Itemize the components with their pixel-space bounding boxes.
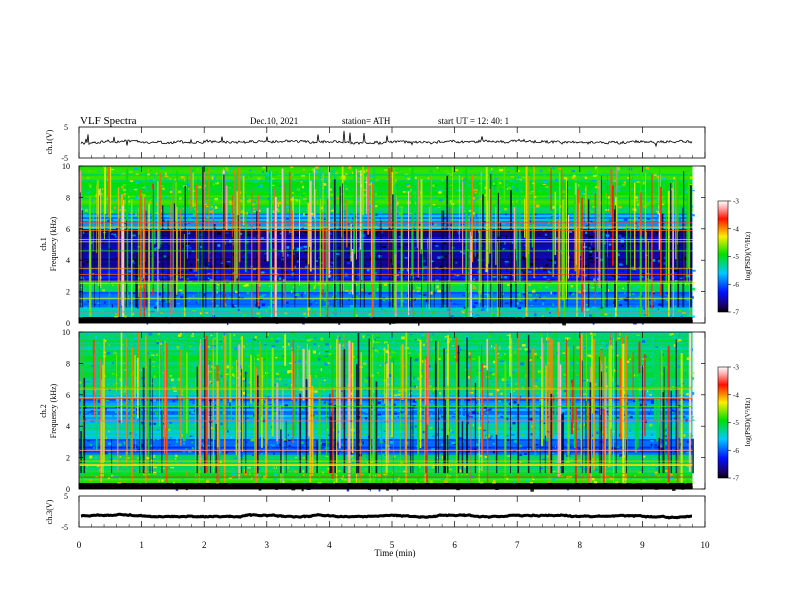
x-axis-label: Time (min) [375,548,416,558]
ch1-spectrogram-panel: 0 2 4 6 8 10 ch.1 Frequency (kHz) [39,162,706,328]
ch1-spec-ytick-8: 8 [66,193,70,202]
ch2-spec-ylabel-line2: Frequency (kHz) [49,383,58,438]
time-tick-label-9: 9 [640,540,645,550]
ch1-spec-ylabel-line2: Frequency (kHz) [49,216,58,271]
ch2-colorbar-gradient [717,366,729,479]
ch1-yticks: 0 2 4 6 8 10 [62,162,705,328]
ch1-spec-ytick-0: 0 [66,319,70,328]
ch2-spec-ytick-6: 6 [66,391,70,400]
ch1-waveform-panel: 5 -5 ch.1(V) [45,123,706,163]
date-label: Dec.10, 2021 [250,116,298,126]
ch2-colorbar: -3 -4 -5 -6 -7 log(PSD)(V²/Hz) [717,364,752,483]
ch2-spectrogram [79,332,695,492]
time-tick-label-4: 4 [327,540,332,550]
time-tick-label-7: 7 [515,540,520,550]
ch1-spec-ytick-2: 2 [66,288,70,297]
time-tick-label-6: 6 [452,540,457,550]
time-tick-label-10: 10 [701,540,711,550]
ch1-ytick-top: 5 [64,123,68,132]
ch1-colorbar-label--3: -3 [733,198,739,206]
time-tick-label-5: 5 [390,540,395,550]
time-tick-label-8: 8 [578,540,583,550]
ch3-ylabel: ch.3(V) [45,499,54,524]
time-tick-label-0: 0 [77,540,82,550]
time-tick-labels: 0 1 2 3 4 5 6 7 8 9 10 [77,540,710,550]
ch2-spec-ylabel-line1: ch.2 [39,404,48,418]
ch1-colorbar-label--4: -4 [733,225,739,233]
ch3-waveform-panel: 5 -5 ch.3(V) [45,492,706,532]
ch2-spec-ytick-2: 2 [66,454,70,463]
start-time-label: start UT = 12: 40: 1 [438,116,509,126]
station-label: station= ATH [342,116,391,126]
time-ticks [78,127,706,527]
ch1-colorbar: -3 -4 -5 -6 -7 log(PSD)(V²/Hz) [717,198,752,317]
ch1-ytick-bottom: -5 [61,154,68,163]
ch2-colorbar-label--4: -4 [733,391,739,399]
ch2-colorbar-label--3: -3 [733,364,739,372]
ch2-spec-ytick-10: 10 [62,328,70,337]
ch3-ytick-bottom: -5 [61,523,68,532]
ch2-colorbar-label--7: -7 [733,475,739,483]
ch1-colorbar-label--6: -6 [733,281,739,289]
ch2-colorbar-ticks: -3 -4 -5 -6 -7 [728,364,739,483]
ch1-colorbar-label--7: -7 [733,309,739,317]
ch1-colorbar-label: log(PSD)(V²/Hz) [744,231,752,280]
ch2-colorbar-label: log(PSD)(V²/Hz) [744,397,752,446]
time-tick-label-1: 1 [139,540,144,550]
ch2-spec-ytick-4: 4 [66,422,70,431]
ch2-yticks: 0 2 4 6 8 10 [62,328,705,494]
ch1-spec-ylabel-line1: ch.1 [39,237,48,251]
ch2-spec-ytick-8: 8 [66,359,70,368]
ch1-spectrogram [79,166,696,326]
ch1-colorbar-ticks: -3 -4 -5 -6 -7 [728,198,739,317]
ch1-waveform-line [80,130,693,148]
ch1-colorbar-label--5: -5 [733,253,739,261]
ch1-colorbar-gradient [717,200,729,313]
figure-title: VLF Spectra [80,115,137,127]
ch2-colorbar-label--6: -6 [733,447,739,455]
ch1-ylabel: ch.1(V) [45,129,54,154]
ch2-spectrogram-panel: 0 2 4 6 8 10 ch.2 Frequency (kHz) [39,328,706,494]
time-tick-label-3: 3 [265,540,270,550]
ch2-spec-ytick-0: 0 [66,485,70,494]
ch1-spec-ytick-10: 10 [62,162,70,171]
time-tick-label-2: 2 [202,540,207,550]
ch2-colorbar-label--5: -5 [733,419,739,427]
ch1-spec-ytick-6: 6 [66,225,70,234]
ch3-waveform-line [80,512,692,520]
ch1-spec-ytick-4: 4 [66,256,70,265]
ch3-ytick-top: 5 [64,492,68,501]
